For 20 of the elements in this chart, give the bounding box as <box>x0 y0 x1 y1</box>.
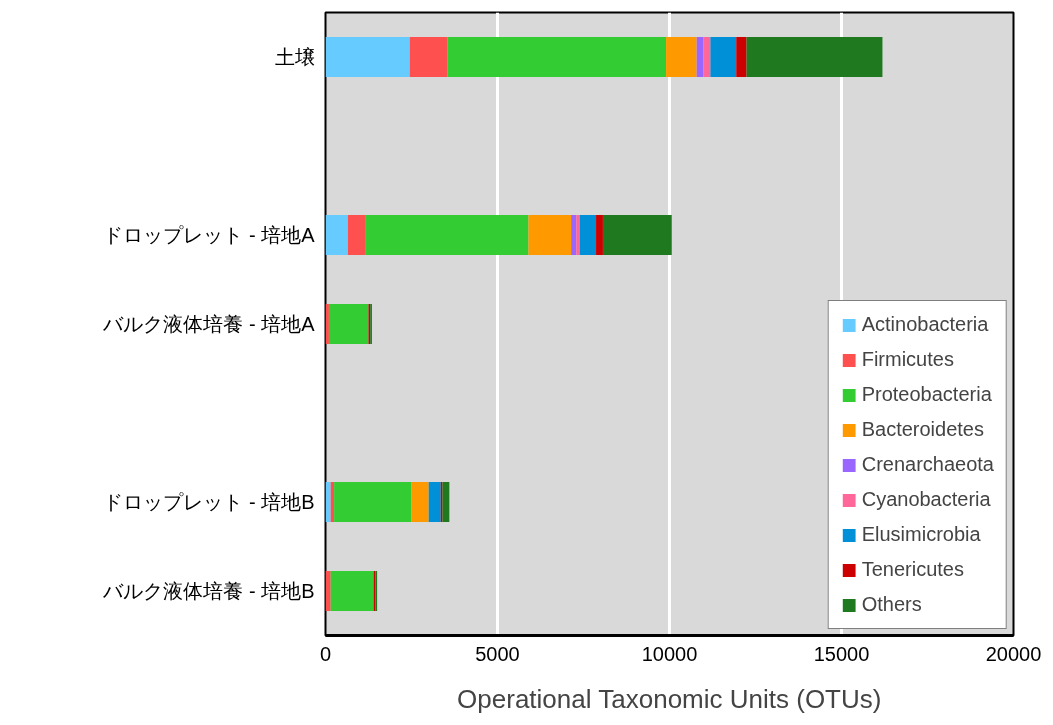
y-tick-label: 土壌 <box>274 46 315 68</box>
y-tick-label: ドロップレット - 培地A <box>103 224 316 246</box>
x-tick-label: 10000 <box>641 642 698 665</box>
legend-label: Elusimicrobia <box>861 523 981 546</box>
x-axis-title: Operational Taxonomic Units (OTUs) <box>457 683 882 714</box>
legend-label: Firmicutes <box>861 348 954 371</box>
y-tick-label: バルク液体培養 - 培地A <box>102 313 316 335</box>
x-tick-label: 15000 <box>813 642 870 665</box>
x-tick-label: 0 <box>319 642 332 665</box>
y-tick-label: バルク液体培養 - 培地B <box>102 580 315 602</box>
x-tick-label: 5000 <box>475 642 520 665</box>
y-tick-label: ドロップレット - 培地B <box>103 491 315 513</box>
x-tick-label: 20000 <box>985 642 1042 665</box>
legend-label: Crenarchaeota <box>861 453 994 476</box>
legend-label: Others <box>861 593 922 616</box>
legend-label: Cyanobacteria <box>861 488 991 511</box>
legend-label: Actinobacteria <box>861 313 989 336</box>
legend-label: Proteobacteria <box>861 383 992 406</box>
legend-label: Tenericutes <box>861 558 964 581</box>
legend-label: Bacteroidetes <box>861 418 984 441</box>
